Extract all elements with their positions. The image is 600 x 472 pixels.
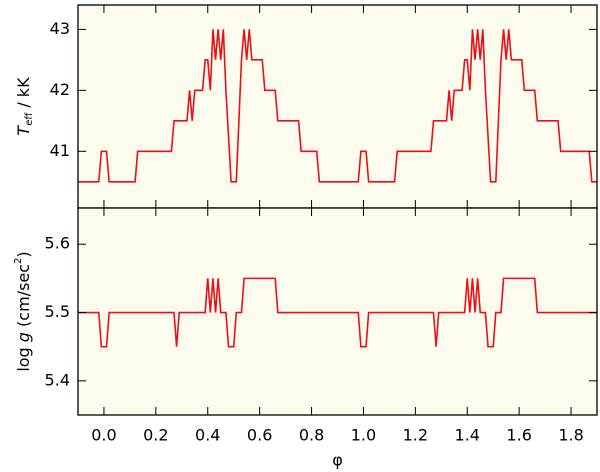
y-tick-label: 42 — [50, 80, 70, 99]
y-axis-label-part: T — [14, 125, 33, 136]
data-line — [78, 277, 597, 348]
x-tick-label: 1.6 — [506, 426, 531, 445]
y-tick-label: 41 — [50, 141, 70, 160]
y-tick-label: 5.5 — [45, 302, 70, 321]
y-axis-label-part: g — [14, 332, 33, 342]
data-line — [78, 29, 597, 183]
y-axis-label-part: eff — [24, 112, 35, 126]
x-tick-label: 0.8 — [299, 426, 324, 445]
x-tick-label: 1.8 — [558, 426, 583, 445]
y-axis-label-part: / kK — [14, 77, 33, 113]
panel: 41 42 43 Teff / kK — [14, 4, 598, 209]
x-tick-label: 0.2 — [143, 426, 168, 445]
plot-frame — [77, 207, 598, 416]
y-axis-label-part: log — [14, 342, 33, 371]
x-tick-label: 0.0 — [91, 426, 116, 445]
y-axis-label-part: (cm/sec — [14, 264, 33, 332]
plot-background — [78, 208, 597, 415]
y-tick-label: 5.6 — [45, 234, 70, 253]
y-axis-label-part: ) — [14, 251, 33, 257]
plot-background — [78, 5, 597, 208]
x-axis-label: φ — [332, 451, 343, 470]
x-tick-label: 0.4 — [195, 426, 220, 445]
x-tick-label: 1.4 — [455, 426, 480, 445]
y-tick-label: 5.4 — [45, 370, 70, 389]
y-axis-label-part: 2 — [13, 258, 24, 264]
y-tick-label: 43 — [50, 19, 70, 38]
y-axis-label: Teff / kK — [14, 77, 36, 136]
x-tick-label: 1.2 — [403, 426, 428, 445]
x-tick-label: 1.0 — [351, 426, 376, 445]
panel: 0.0 0.2 0.4 0.6 0.8 1.0 1.2 1.4 1.6 1.8 5.4 5.5 5.6 l… — [13, 207, 598, 470]
x-tick-label: 0.6 — [247, 426, 272, 445]
y-axis-label: log g (cm/sec2) — [13, 251, 33, 371]
